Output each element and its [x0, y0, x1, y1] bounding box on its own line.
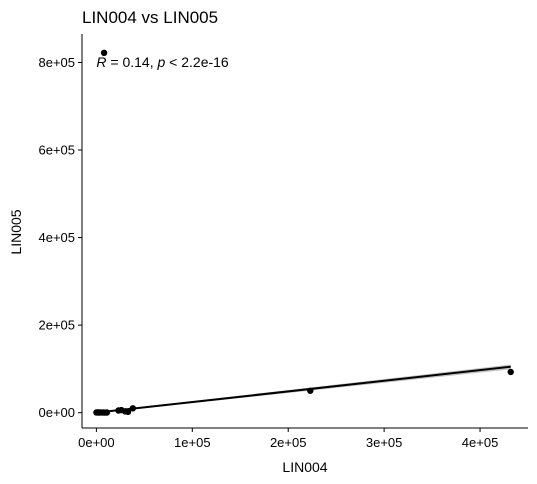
points-layer [93, 49, 514, 416]
y-tick-label: 8e+05 [38, 55, 75, 70]
x-axis-title: LIN004 [282, 459, 327, 475]
fit-line-layer [96, 365, 511, 414]
x-tick-label: 3e+05 [366, 435, 403, 450]
data-point [124, 408, 132, 416]
correlation-annotation: R = 0.14, p < 2.2e-16 [96, 54, 229, 70]
p-value-text: < 2.2e-16 [165, 54, 229, 70]
data-point [307, 387, 314, 394]
data-point [129, 405, 137, 412]
y-tick-label: 0e+00 [38, 405, 75, 420]
x-tick-label: 1e+05 [174, 435, 211, 450]
x-tick-label: 0e+00 [78, 435, 115, 450]
data-point [103, 409, 111, 416]
y-tick-label: 2e+05 [38, 318, 75, 333]
x-axis-ticks: 0e+00 1e+05 2e+05 3e+05 4e+05 [78, 428, 498, 450]
x-tick-label: 4e+05 [462, 435, 499, 450]
chart-title: LIN004 vs LIN005 [82, 8, 218, 27]
y-tick-label: 4e+05 [38, 230, 75, 245]
x-tick-label: 2e+05 [270, 435, 307, 450]
p-symbol: p [156, 54, 165, 70]
plot-area [93, 49, 514, 416]
y-tick-label: 6e+05 [38, 143, 75, 158]
r-symbol: R [96, 54, 106, 70]
r-value-text: = 0.14, [107, 54, 158, 70]
data-point [507, 368, 514, 376]
regression-line [96, 365, 511, 414]
y-axis-ticks: 0e+00 2e+05 4e+05 6e+05 8e+05 [38, 55, 82, 420]
y-axis-title: LIN005 [8, 209, 24, 254]
data-point [100, 49, 108, 57]
